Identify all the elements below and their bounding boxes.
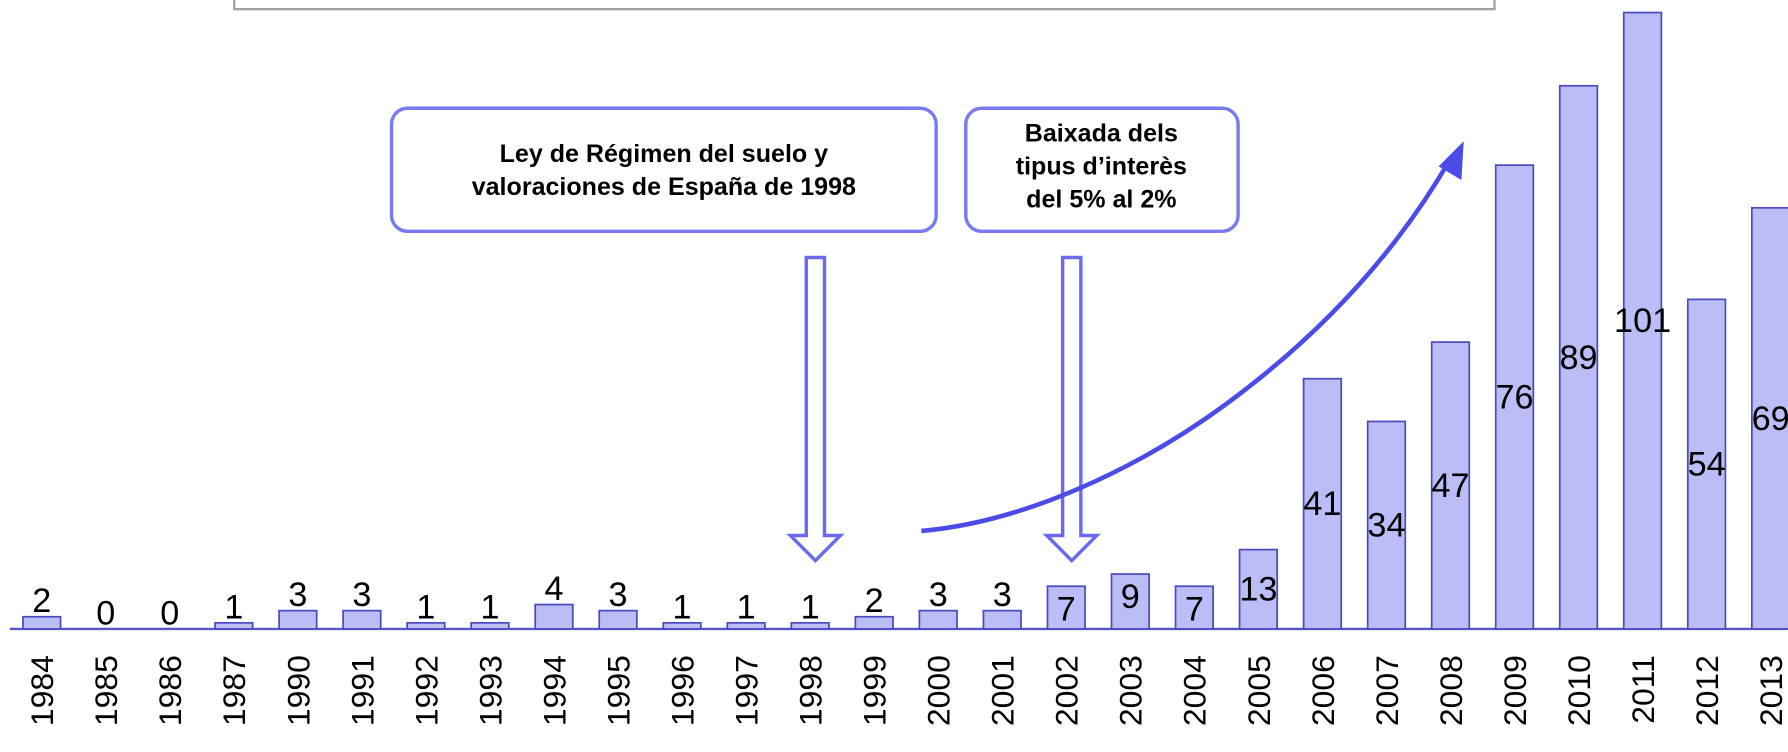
callout-text: Ley de Régimen del suelo y <box>500 140 829 168</box>
x-tick-label: 2010 <box>1561 655 1597 726</box>
value-label: 54 <box>1688 446 1726 484</box>
x-tick-label: 2006 <box>1305 655 1341 726</box>
bar <box>662 621 702 630</box>
value-label: 7 <box>1057 590 1076 628</box>
value-label: 13 <box>1239 571 1277 609</box>
value-label: 3 <box>609 576 628 614</box>
bar <box>214 621 254 630</box>
value-label: 1 <box>673 588 692 626</box>
value-label: 34 <box>1367 507 1405 545</box>
bar <box>470 621 510 630</box>
bar <box>598 609 638 630</box>
x-tick-label: 1997 <box>729 655 765 726</box>
value-label: 3 <box>929 576 948 614</box>
x-tick-label: 1999 <box>857 655 893 726</box>
bar <box>1558 84 1599 630</box>
bar <box>1174 585 1214 630</box>
value-label: 0 <box>160 594 179 632</box>
value-label: 2 <box>865 582 884 620</box>
bar <box>1430 341 1471 630</box>
x-tick-label: 1998 <box>793 655 829 726</box>
bar <box>1750 206 1788 630</box>
value-label: 3 <box>993 576 1012 614</box>
bar <box>1366 420 1407 630</box>
x-tick-label: 2005 <box>1241 655 1277 726</box>
value-label: 0 <box>96 594 115 632</box>
callout-text: Baixada dels <box>1025 119 1178 147</box>
x-tick-label: 1995 <box>600 655 636 726</box>
value-label: 1 <box>737 588 756 626</box>
value-label: 1 <box>480 588 499 626</box>
bar <box>726 621 766 630</box>
x-tick-label: 1994 <box>536 655 572 726</box>
x-tick-label: 2009 <box>1497 655 1533 726</box>
bar <box>406 621 446 630</box>
x-tick-label: 2008 <box>1433 655 1469 726</box>
x-tick-label: 2007 <box>1369 655 1405 726</box>
bar <box>918 609 958 630</box>
header-box <box>233 0 1496 11</box>
x-tick-label: 2004 <box>1177 655 1213 726</box>
bar <box>534 603 574 630</box>
value-label: 1 <box>416 588 435 626</box>
x-tick-label: 1993 <box>472 655 508 726</box>
bar <box>982 609 1022 630</box>
x-tick-label: 1992 <box>408 655 444 726</box>
down-arrow <box>786 255 845 563</box>
bar <box>22 615 62 630</box>
value-label: 4 <box>544 570 563 608</box>
x-tick-label: 1990 <box>280 655 316 726</box>
bar <box>1110 573 1150 630</box>
bar <box>278 609 318 630</box>
x-tick-label: 1985 <box>88 655 124 726</box>
x-tick-label: 1996 <box>664 655 700 726</box>
x-tick-label: 1987 <box>216 655 252 726</box>
value-label: 101 <box>1614 302 1671 340</box>
callout-text: del 5% al 2% <box>1026 185 1176 213</box>
bar <box>854 615 894 630</box>
x-tick-label: 2001 <box>985 655 1021 726</box>
bar <box>1238 548 1279 630</box>
value-label: 9 <box>1121 578 1140 616</box>
callout-text: valoraciones de España de 1998 <box>472 173 856 201</box>
value-label: 2 <box>32 582 51 620</box>
bar <box>1302 377 1343 630</box>
down-arrow <box>1042 255 1101 563</box>
x-tick-label: 2013 <box>1753 655 1788 726</box>
x-tick-label: 1991 <box>344 655 380 726</box>
value-label: 3 <box>288 576 307 614</box>
value-label: 7 <box>1185 590 1204 628</box>
value-label: 1 <box>224 588 243 626</box>
value-label: 76 <box>1496 378 1534 416</box>
bar <box>1494 164 1535 630</box>
x-tick-label: 2000 <box>921 655 957 726</box>
value-label: 69 <box>1752 400 1788 438</box>
callout-box <box>964 106 1240 234</box>
value-label: 41 <box>1303 485 1341 523</box>
value-label: 89 <box>1560 339 1598 377</box>
trend-arrow <box>921 158 1452 534</box>
x-tick-label: 2002 <box>1049 655 1085 726</box>
bar <box>790 621 830 630</box>
value-label: 3 <box>352 576 371 614</box>
value-label: 1 <box>801 588 820 626</box>
bar <box>1046 585 1086 630</box>
x-tick-label: 1986 <box>152 655 188 726</box>
bar <box>1622 11 1663 630</box>
callout-text: tipus d’interès <box>1016 152 1187 180</box>
x-tick-label: 2012 <box>1689 655 1725 726</box>
x-tick-label: 2011 <box>1625 655 1661 724</box>
bar <box>342 609 382 630</box>
bar <box>1686 298 1727 630</box>
trend-arrow-head <box>1438 141 1464 181</box>
value-label: 47 <box>1431 467 1469 505</box>
callout-box <box>389 106 938 234</box>
x-tick-label: 1984 <box>24 655 60 726</box>
x-tick-label: 2003 <box>1113 655 1149 726</box>
